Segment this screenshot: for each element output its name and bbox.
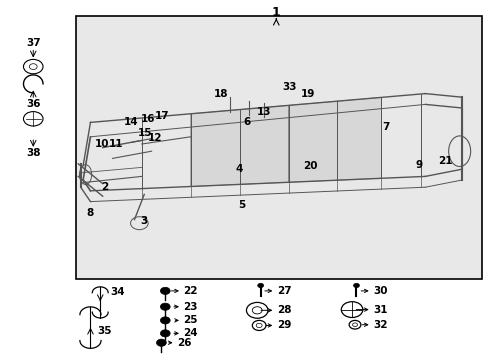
Text: 33: 33 <box>282 82 296 92</box>
Text: 17: 17 <box>155 111 169 121</box>
Text: 15: 15 <box>137 128 152 138</box>
Text: 5: 5 <box>238 200 245 210</box>
Text: 8: 8 <box>87 208 94 218</box>
Text: 29: 29 <box>276 320 290 330</box>
Text: 6: 6 <box>243 117 250 127</box>
Text: 16: 16 <box>140 114 155 124</box>
Text: 3: 3 <box>141 216 147 226</box>
Text: 1: 1 <box>271 6 280 19</box>
Text: 25: 25 <box>183 315 198 325</box>
Text: 32: 32 <box>372 320 387 330</box>
Text: 14: 14 <box>123 117 138 127</box>
Circle shape <box>257 283 263 288</box>
Text: 4: 4 <box>235 164 243 174</box>
Text: 24: 24 <box>183 328 198 338</box>
Circle shape <box>160 287 170 294</box>
Text: 35: 35 <box>97 326 111 336</box>
Polygon shape <box>288 98 381 182</box>
Text: 34: 34 <box>110 287 124 297</box>
Circle shape <box>160 317 170 324</box>
Text: 21: 21 <box>437 156 451 166</box>
Text: 27: 27 <box>276 286 291 296</box>
Text: 9: 9 <box>414 160 421 170</box>
Text: 37: 37 <box>26 38 41 48</box>
Text: 28: 28 <box>276 305 291 315</box>
Circle shape <box>156 339 166 346</box>
Text: 23: 23 <box>183 302 198 312</box>
Text: 7: 7 <box>382 122 389 132</box>
Text: 12: 12 <box>148 132 163 143</box>
Circle shape <box>160 330 170 337</box>
Text: 36: 36 <box>26 99 41 109</box>
Text: 13: 13 <box>256 107 271 117</box>
Text: 19: 19 <box>300 89 315 99</box>
Text: 18: 18 <box>213 89 228 99</box>
Text: 30: 30 <box>372 286 387 296</box>
Text: 20: 20 <box>303 161 317 171</box>
Text: 31: 31 <box>372 305 387 315</box>
Text: 22: 22 <box>183 286 198 296</box>
Text: 11: 11 <box>109 139 123 149</box>
Text: 2: 2 <box>102 182 108 192</box>
Polygon shape <box>190 105 288 186</box>
Text: 38: 38 <box>26 148 41 158</box>
Bar <box>76 16 481 279</box>
Circle shape <box>353 283 359 288</box>
Text: 10: 10 <box>94 139 109 149</box>
Text: 26: 26 <box>177 338 191 348</box>
Circle shape <box>160 303 170 310</box>
